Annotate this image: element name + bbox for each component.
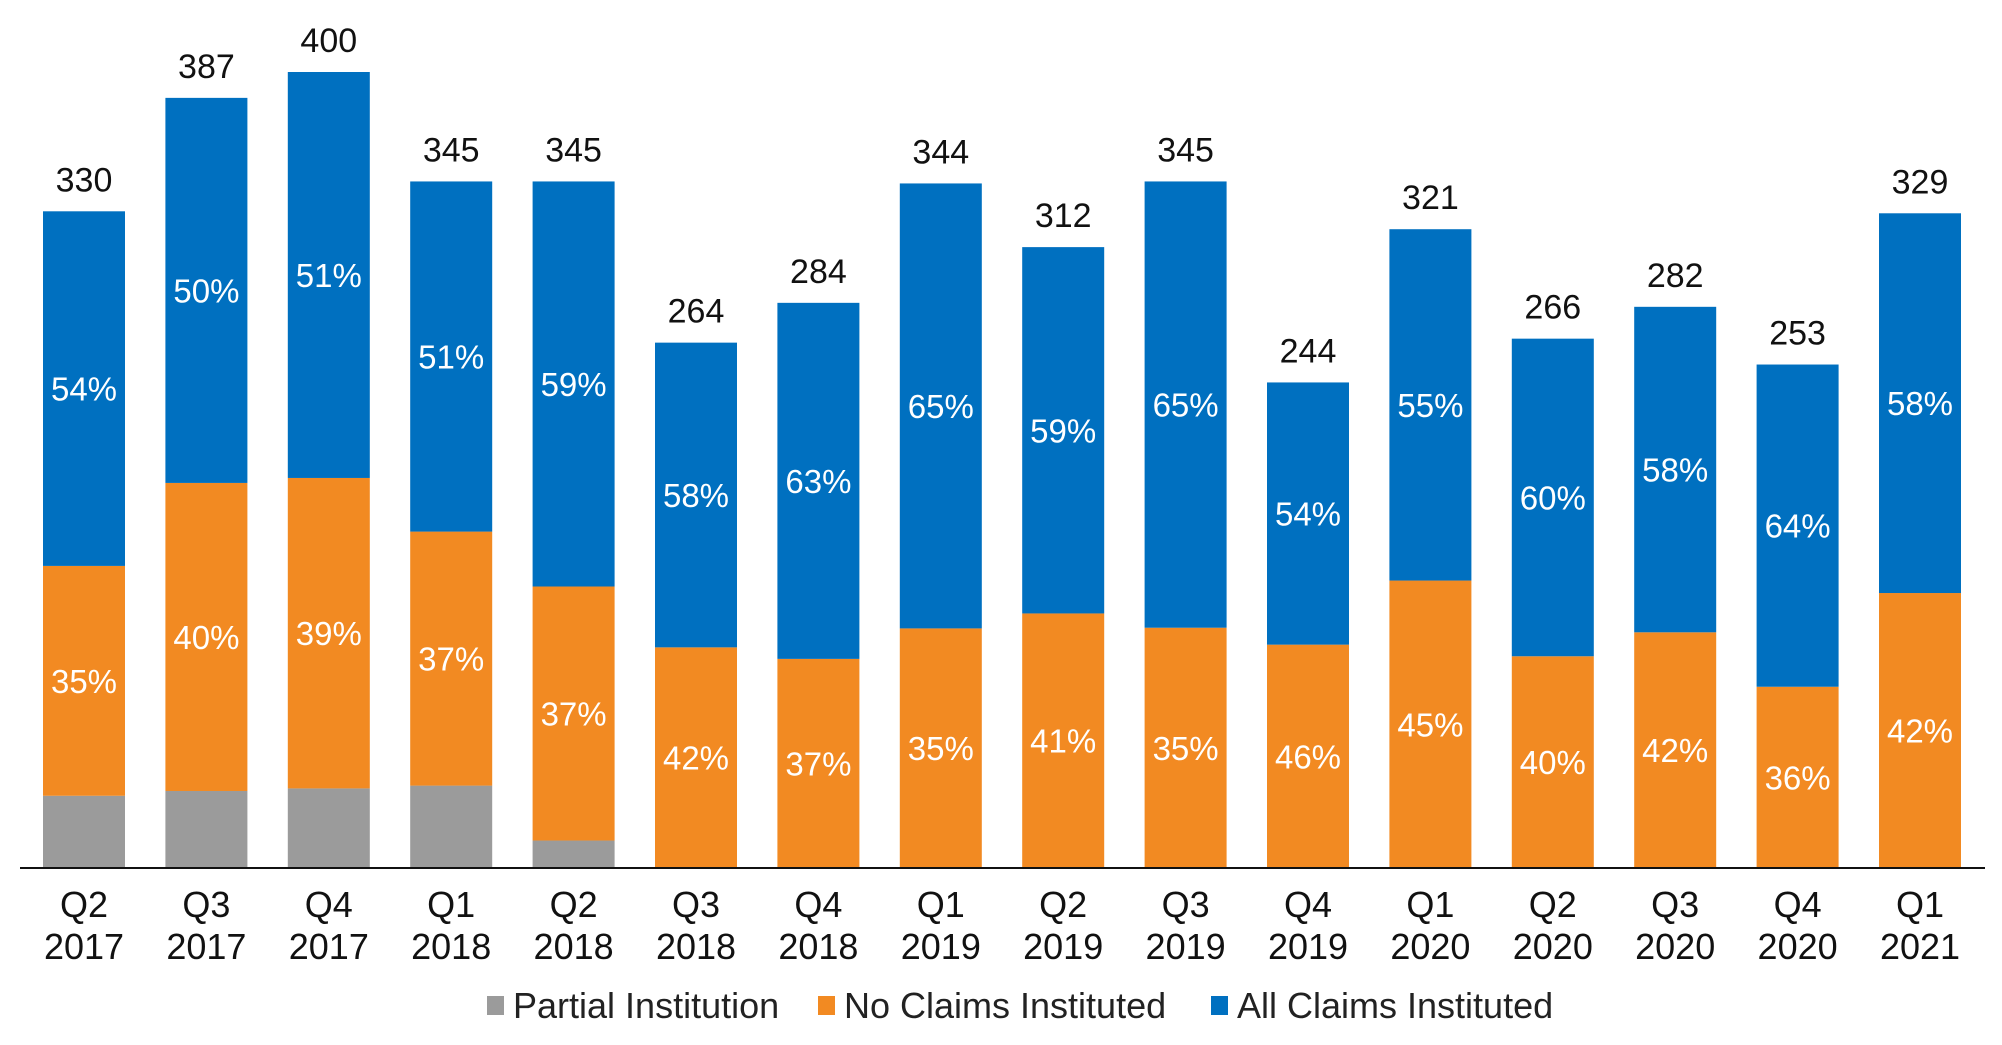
bar-segment-partial-institution — [410, 786, 492, 868]
legend-swatch-partial-institution — [487, 996, 504, 1015]
legend-label-all-claims-instituted: All Claims Instituted — [1237, 985, 1553, 1026]
legend-label-partial-institution: Partial Institution — [513, 985, 779, 1026]
legend-label-no-claims-instituted: No Claims Instituted — [844, 985, 1166, 1026]
x-tick-year: 2020 — [1513, 926, 1593, 967]
x-tick-quarter: Q1 — [917, 884, 965, 925]
segment-percent-label: 64% — [1765, 508, 1831, 545]
segment-percent-label: 40% — [1520, 744, 1586, 781]
bar-total-label: 345 — [423, 131, 480, 169]
bar-total-label: 387 — [178, 48, 235, 86]
x-tick-year: 2020 — [1758, 926, 1838, 967]
x-tick-quarter: Q1 — [427, 884, 475, 925]
bar-total-label: 244 — [1280, 332, 1337, 370]
bar-total-label: 282 — [1647, 257, 1704, 295]
segment-percent-label: 37% — [785, 745, 851, 782]
x-tick-year: 2018 — [534, 926, 614, 967]
x-tick-year: 2017 — [289, 926, 369, 967]
x-tick-quarter: Q4 — [1284, 884, 1332, 925]
bar-segment-partial-institution — [165, 791, 247, 868]
segment-percent-label: 35% — [1153, 730, 1219, 767]
bar-total-label: 266 — [1524, 289, 1581, 327]
x-tick-year: 2019 — [1023, 926, 1103, 967]
segment-percent-label: 39% — [296, 615, 362, 652]
bar-segment-partial-institution — [533, 841, 615, 868]
x-tick-quarter: Q2 — [60, 884, 108, 925]
segment-percent-label: 36% — [1765, 759, 1831, 796]
segment-percent-label: 42% — [663, 740, 729, 777]
x-tick-year: 2019 — [1146, 926, 1226, 967]
x-tick-year: 2020 — [1390, 926, 1470, 967]
x-tick-quarter: Q3 — [182, 884, 230, 925]
x-tick-year: 2017 — [166, 926, 246, 967]
x-tick-year: 2018 — [411, 926, 491, 967]
x-tick-year: 2021 — [1880, 926, 1960, 967]
segment-percent-label: 60% — [1520, 479, 1586, 516]
x-tick-quarter: Q1 — [1896, 884, 1944, 925]
x-tick-quarter: Q2 — [550, 884, 598, 925]
bar-total-label: 321 — [1402, 179, 1459, 217]
segment-percent-label: 51% — [296, 257, 362, 294]
x-tick-year: 2019 — [1268, 926, 1348, 967]
x-tick-year: 2020 — [1635, 926, 1715, 967]
chart-container: 35%54%330Q2201740%50%387Q3201739%51%400Q… — [0, 0, 2002, 1045]
legend-swatch-no-claims-instituted — [818, 996, 835, 1015]
segment-percent-label: 46% — [1275, 738, 1341, 775]
segment-percent-label: 41% — [1030, 723, 1096, 760]
segment-percent-label: 59% — [1030, 412, 1096, 449]
x-tick-year: 2017 — [44, 926, 124, 967]
segment-percent-label: 37% — [418, 641, 484, 678]
segment-percent-label: 40% — [173, 619, 239, 656]
segment-percent-label: 54% — [1275, 496, 1341, 533]
bar-total-label: 344 — [912, 133, 969, 171]
x-tick-quarter: Q3 — [1651, 884, 1699, 925]
x-tick-quarter: Q4 — [794, 884, 842, 925]
segment-percent-label: 54% — [51, 371, 117, 408]
bar-total-label: 264 — [668, 293, 725, 331]
x-tick-quarter: Q3 — [672, 884, 720, 925]
segment-percent-label: 58% — [1887, 385, 1953, 422]
bar-total-label: 284 — [790, 253, 847, 291]
bar-total-label: 330 — [56, 161, 113, 199]
bar-segment-partial-institution — [288, 788, 370, 868]
bar-total-label: 312 — [1035, 197, 1092, 235]
segment-percent-label: 35% — [51, 663, 117, 700]
bar-total-label: 329 — [1892, 163, 1949, 201]
x-tick-quarter: Q2 — [1039, 884, 1087, 925]
segment-percent-label: 35% — [908, 730, 974, 767]
segment-percent-label: 63% — [785, 463, 851, 500]
x-tick-quarter: Q3 — [1162, 884, 1210, 925]
segment-percent-label: 65% — [908, 388, 974, 425]
segment-percent-label: 59% — [541, 366, 607, 403]
bar-total-label: 345 — [1157, 131, 1214, 169]
legend-swatch-all-claims-instituted — [1211, 996, 1228, 1015]
bar-total-label: 345 — [545, 131, 602, 169]
segment-percent-label: 42% — [1887, 713, 1953, 750]
segment-percent-label: 50% — [173, 272, 239, 309]
segment-percent-label: 58% — [663, 477, 729, 514]
bar-total-label: 253 — [1769, 315, 1826, 353]
legend: Partial Institution No Claims Instituted A… — [487, 985, 1553, 1026]
segment-percent-label: 37% — [541, 696, 607, 733]
x-tick-year: 2019 — [901, 926, 981, 967]
segment-percent-label: 45% — [1397, 706, 1463, 743]
x-tick-quarter: Q4 — [1774, 884, 1822, 925]
x-tick-quarter: Q1 — [1406, 884, 1454, 925]
x-tick-year: 2018 — [778, 926, 858, 967]
stacked-bar-chart: 35%54%330Q2201740%50%387Q3201739%51%400Q… — [0, 0, 2002, 1045]
bar-segment-partial-institution — [43, 796, 125, 868]
x-tick-quarter: Q2 — [1529, 884, 1577, 925]
segment-percent-label: 51% — [418, 339, 484, 376]
x-tick-quarter: Q4 — [305, 884, 353, 925]
segment-percent-label: 65% — [1153, 387, 1219, 424]
segment-percent-label: 42% — [1642, 732, 1708, 769]
x-tick-year: 2018 — [656, 926, 736, 967]
segment-percent-label: 55% — [1397, 387, 1463, 424]
segment-percent-label: 58% — [1642, 452, 1708, 489]
bar-total-label: 400 — [300, 22, 357, 60]
